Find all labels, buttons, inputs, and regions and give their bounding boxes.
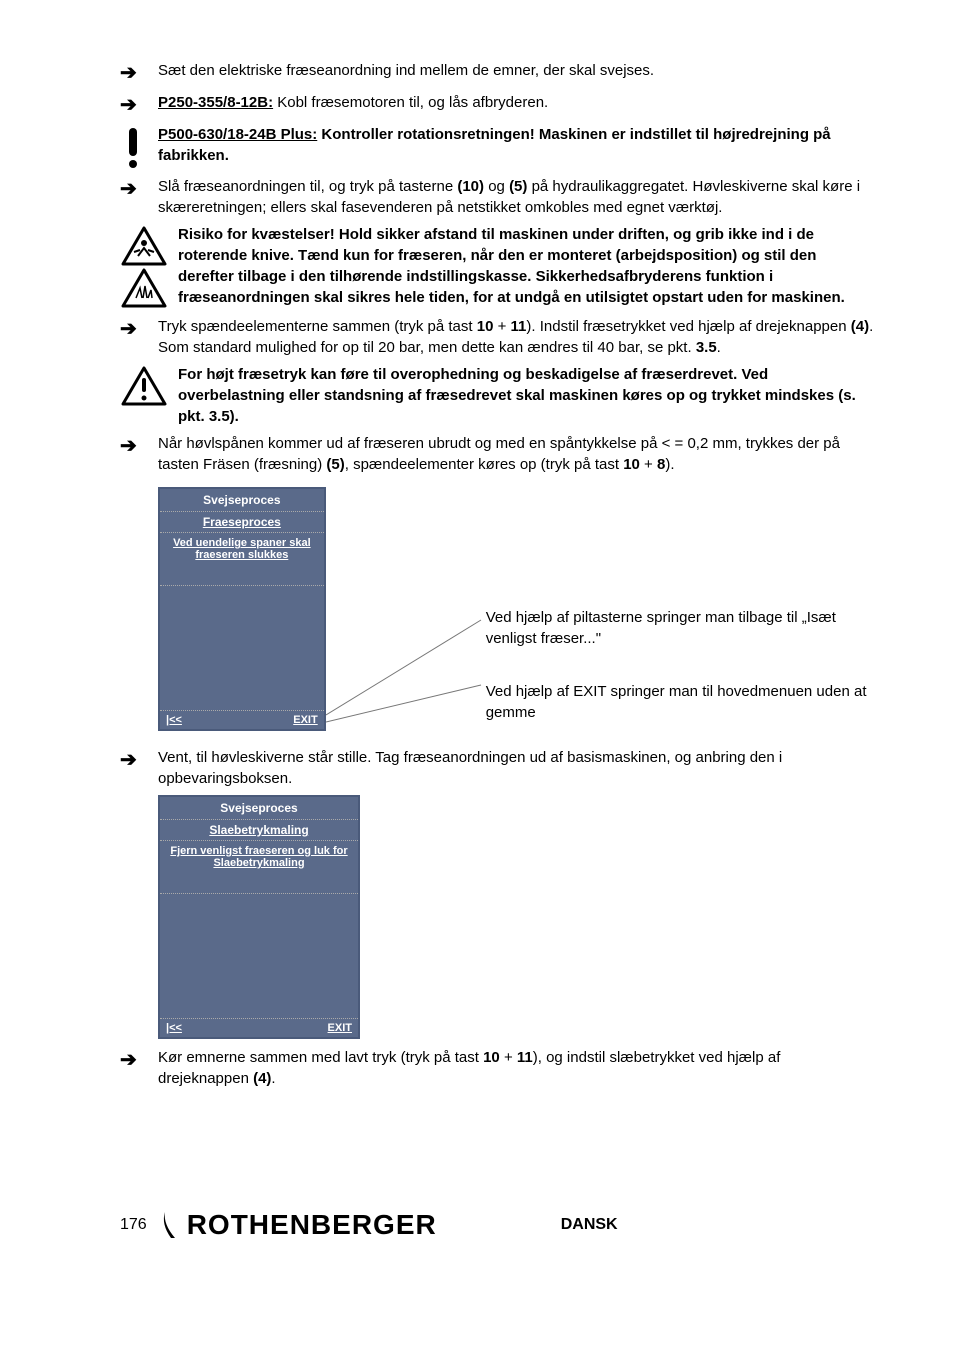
exclamation-icon — [120, 124, 158, 170]
person-hazard-icon — [120, 226, 168, 268]
screen-blank — [160, 894, 358, 1019]
text: Kør emnerne sammen med lavt tryk (tryk p… — [158, 1049, 483, 1066]
arrow-icon: ➔ — [120, 1047, 158, 1073]
back-softkey[interactable]: |<< — [166, 714, 182, 726]
screen-footer: |<< EXIT — [160, 1019, 358, 1037]
back-softkey[interactable]: |<< — [166, 1022, 182, 1034]
bullet-text: P250-355/8-12B: Kobl fræsemotoren til, o… — [158, 92, 548, 113]
warning-text: P500-630/18-24B Plus: Kontroller rotatio… — [158, 124, 874, 166]
page: ➔ Sæt den elektriske fræseanordning ind … — [0, 0, 954, 1271]
key-ref: 11 — [517, 1049, 533, 1066]
key-ref: 11 — [511, 318, 527, 335]
exit-softkey[interactable]: EXIT — [328, 1022, 352, 1034]
text: + — [493, 318, 510, 335]
screen-title: Svejseproces — [160, 489, 324, 512]
arrow-icon: ➔ — [120, 433, 158, 459]
text: . — [271, 1070, 275, 1087]
screen-blank — [160, 586, 324, 711]
warning-row: Risiko for kvæstelser! Hold sikker afsta… — [120, 224, 874, 310]
bullet-row: ➔ Når høvlspånen kommer ud af fræseren u… — [120, 433, 874, 475]
logo-icon — [161, 1210, 187, 1240]
bullet-text: Tryk spændeelementerne sammen (tryk på t… — [158, 316, 874, 358]
text: . — [717, 339, 721, 356]
callout-exit: Ved hjælp af EXIT springer man til hoved… — [486, 681, 874, 723]
bullet-row: ➔ Kør emnerne sammen med lavt tryk (tryk… — [120, 1047, 874, 1089]
page-footer: 176 ROTHENBERGER DANSK — [120, 1209, 874, 1241]
screen-subtitle: Fraeseproces — [160, 512, 324, 533]
key-ref: (5) — [326, 456, 344, 473]
callout-texts: Ved hjælp af piltasterne springer man ti… — [486, 497, 874, 723]
bullet-text: Når høvlspånen kommer ud af fræseren ubr… — [158, 433, 874, 475]
bullet-text: Kør emnerne sammen med lavt tryk (tryk p… — [158, 1047, 874, 1089]
bullet-row: ➔ Tryk spændeelementerne sammen (tryk på… — [120, 316, 874, 358]
arrow-icon: ➔ — [120, 747, 158, 773]
bullet-text: Sæt den elektriske fræseanordning ind me… — [158, 60, 654, 81]
warning-row: P500-630/18-24B Plus: Kontroller rotatio… — [120, 124, 874, 170]
key-ref: 10 — [623, 456, 640, 473]
hand-hazard-icon — [120, 268, 168, 310]
caution-icon — [120, 364, 178, 408]
warning-row: For højt fræsetryk kan føre til overophe… — [120, 364, 874, 427]
key-ref: (5) — [509, 178, 527, 195]
arrow-icon: ➔ — [120, 316, 158, 342]
text: Tryk spændeelementerne sammen (tryk på t… — [158, 318, 477, 335]
callout-arrows: Ved hjælp af piltasterne springer man ti… — [486, 607, 874, 649]
model-label: P250-355/8-12B: — [158, 94, 273, 111]
arrow-icon: ➔ — [120, 60, 158, 86]
text: ). Indstil fræsetrykket ved hjælp af dre… — [526, 318, 850, 335]
text: Slå fræseanordningen til, og tryk på tas… — [158, 178, 457, 195]
model-label: P500-630/18-24B Plus: — [158, 126, 317, 143]
key-ref: (10) — [457, 178, 484, 195]
exit-softkey[interactable]: EXIT — [293, 714, 317, 726]
brand-logo: ROTHENBERGER — [161, 1209, 437, 1241]
hazard-icons — [120, 224, 178, 310]
bullet-row: ➔ Sæt den elektriske fræseanordning ind … — [120, 60, 874, 86]
device-screen: Svejseproces Slaebetrykmaling Fjern venl… — [158, 795, 360, 1039]
screen-message: Fjern venligst fraeseren og luk for Slae… — [160, 841, 358, 894]
text: + — [500, 1049, 517, 1066]
screen-message: Ved uendelige spaner skal fraeseren sluk… — [160, 533, 324, 586]
arrow-icon: ➔ — [120, 176, 158, 202]
arrow-icon: ➔ — [120, 92, 158, 118]
text: Kobl fræsemotoren til, og lås afbryderen… — [273, 94, 548, 111]
text: ). — [665, 456, 674, 473]
callout-lines — [326, 490, 486, 730]
key-ref: 10 — [477, 318, 494, 335]
key-ref: (4) — [851, 318, 869, 335]
bullet-text: Vent, til høvleskiverne står stille. Tag… — [158, 747, 874, 789]
screen-subtitle: Slaebetrykmaling — [160, 820, 358, 841]
warning-text: For højt fræsetryk kan føre til overophe… — [178, 364, 874, 427]
key-ref: 10 — [483, 1049, 500, 1066]
bullet-row: ➔ Vent, til høvleskiverne står stille. T… — [120, 747, 874, 789]
bullet-row: ➔ P250-355/8-12B: Kobl fræsemotoren til,… — [120, 92, 874, 118]
bullet-row: ➔ Slå fræseanordningen til, og tryk på t… — [120, 176, 874, 218]
text: + — [640, 456, 657, 473]
brand-text: ROTHENBERGER — [187, 1209, 437, 1241]
screen-with-callouts: Svejseproces Fraeseproces Ved uendelige … — [120, 481, 874, 739]
text: og — [484, 178, 509, 195]
bullet-text: Slå fræseanordningen til, og tryk på tas… — [158, 176, 874, 218]
text: , spændeelementer køres op (tryk på tast — [345, 456, 623, 473]
key-ref: (4) — [253, 1070, 271, 1087]
screen-footer: |<< EXIT — [160, 711, 324, 729]
page-number: 176 — [120, 1216, 147, 1234]
section-ref: 3.5 — [696, 339, 717, 356]
warning-text: Risiko for kvæstelser! Hold sikker afsta… — [178, 224, 874, 308]
screen-title: Svejseproces — [160, 797, 358, 820]
device-screen: Svejseproces Fraeseproces Ved uendelige … — [158, 487, 326, 731]
language-label: DANSK — [561, 1216, 618, 1234]
